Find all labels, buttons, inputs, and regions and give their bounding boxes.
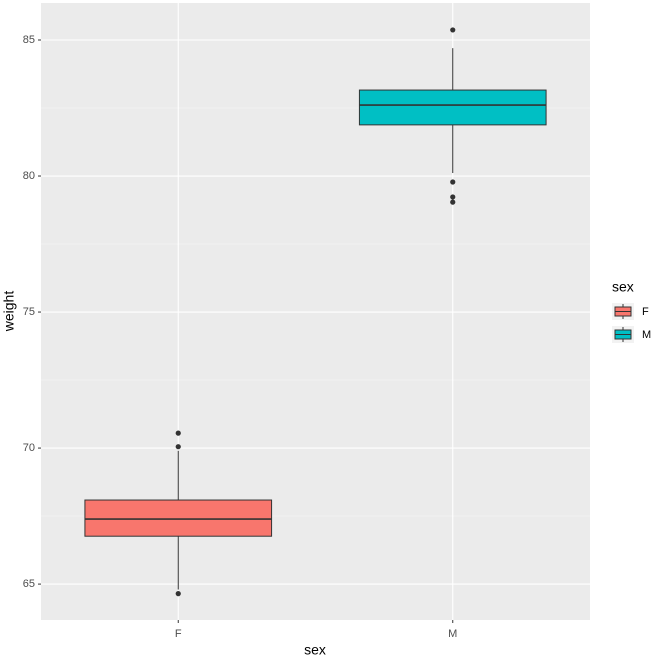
outlier: [450, 179, 456, 185]
y-axis-title: weight: [1, 291, 17, 333]
legend-title: sex: [612, 279, 634, 295]
y-tick-label: 65: [23, 578, 35, 590]
outlier: [450, 194, 456, 200]
outlier: [450, 27, 456, 33]
y-tick-label: 70: [23, 442, 35, 454]
x-tick-label: M: [448, 628, 457, 640]
x-tick-label: F: [175, 628, 182, 640]
outlier: [175, 591, 181, 597]
marks: [84, 27, 547, 597]
y-tick-label: 75: [23, 306, 35, 318]
box: [358, 89, 547, 126]
legend: FM: [612, 303, 651, 343]
legend-label: F: [642, 306, 649, 318]
outlier: [175, 444, 181, 450]
outlier: [450, 199, 456, 205]
outlier: [175, 430, 181, 436]
y-tick-label: 80: [23, 170, 35, 182]
legend-label: M: [642, 329, 651, 341]
y-tick-label: 85: [23, 34, 35, 46]
box: [84, 499, 273, 537]
x-axis-title: sex: [304, 642, 326, 658]
